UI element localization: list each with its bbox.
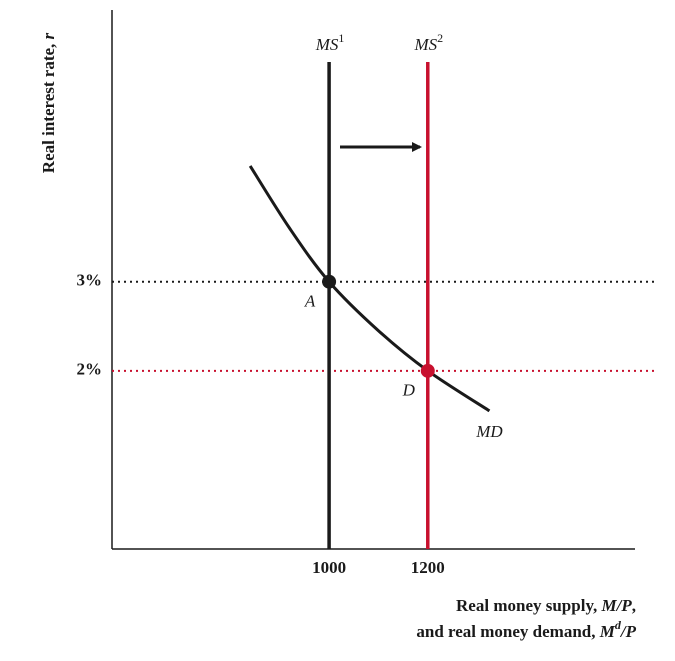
y-axis-label: Real interest rate, r bbox=[39, 32, 58, 173]
supply-label: MS2 bbox=[413, 31, 443, 54]
label-run: /P bbox=[619, 622, 637, 641]
y-tick-label: 2% bbox=[77, 360, 103, 379]
x-axis-label: Real money supply, M/P, bbox=[456, 596, 636, 615]
label-run: Real interest rate, bbox=[39, 39, 58, 173]
label-run: MS bbox=[413, 35, 437, 54]
label-run: d bbox=[615, 618, 622, 632]
x-tick-label: 1200 bbox=[411, 558, 445, 577]
label-run: , bbox=[632, 596, 636, 615]
demand-label: MD bbox=[475, 422, 503, 441]
label-run: M/P bbox=[601, 596, 633, 615]
demand-curve bbox=[248, 165, 491, 413]
supply-label: MS1 bbox=[315, 31, 345, 54]
y-tick-label: 3% bbox=[77, 271, 103, 290]
label-run: r bbox=[39, 32, 58, 39]
label-run: and real money demand, bbox=[416, 622, 599, 641]
equilibrium-point bbox=[322, 274, 337, 289]
label-run: M bbox=[599, 622, 616, 641]
label-run: Real money supply, bbox=[456, 596, 601, 615]
point-label: A bbox=[304, 292, 316, 311]
label-run: MS bbox=[315, 35, 339, 54]
x-tick-label: 1000 bbox=[312, 558, 346, 577]
equilibrium-point bbox=[420, 363, 435, 378]
point-label: D bbox=[402, 381, 416, 400]
x-axis-label: and real money demand, Md/P bbox=[416, 618, 636, 641]
label-run: 2 bbox=[437, 31, 443, 45]
label-run: 1 bbox=[338, 31, 344, 45]
